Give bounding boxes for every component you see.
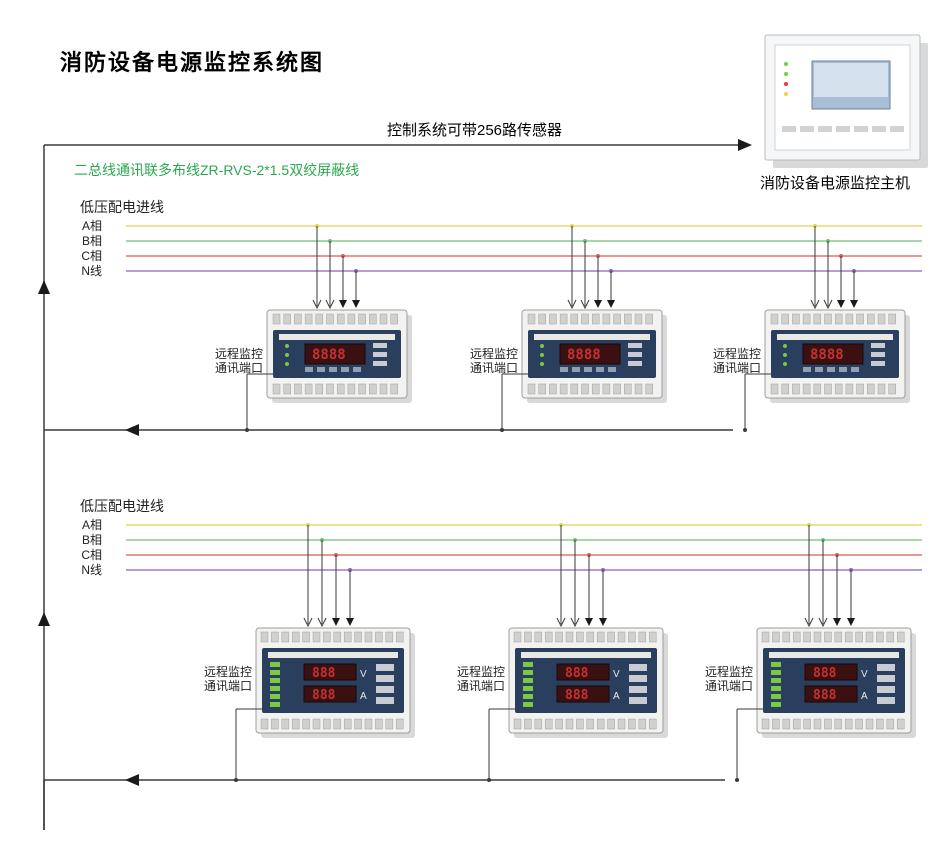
phase-label: A相 (82, 518, 102, 532)
phase-label: C相 (81, 249, 102, 263)
device: 8888 远程监控通讯端口 (215, 224, 412, 432)
svg-text:A: A (613, 691, 620, 702)
device-note: 远程监控 (215, 346, 263, 361)
phase-label: A相 (82, 219, 102, 233)
host-panel (765, 35, 928, 168)
svg-text:888: 888 (312, 688, 336, 703)
svg-text:8888: 8888 (312, 347, 346, 363)
host-buttons (782, 126, 904, 132)
group-header: 低压配电进线 (80, 199, 164, 215)
svg-text:888: 888 (565, 666, 589, 681)
device-note: 通讯端口 (470, 361, 518, 375)
group-header: 低压配电进线 (80, 498, 164, 514)
svg-text:888: 888 (565, 688, 589, 703)
svg-text:V: V (360, 669, 367, 680)
svg-text:8888: 8888 (810, 347, 844, 363)
bus-label: 二总线通讯联多布线ZR-RVS-2*1.5双绞屏蔽线 (74, 162, 359, 178)
page-title: 消防设备电源监控系统图 (60, 50, 324, 75)
phase-label: C相 (81, 548, 102, 562)
svg-text:V: V (613, 669, 620, 680)
device-note: 远程监控 (457, 664, 505, 679)
device: 888 V 888 A 远程监控通讯端口 (457, 523, 668, 782)
phase-label: N线 (81, 563, 102, 577)
device: 888 V 888 A 远程监控通讯端口 (705, 523, 916, 782)
svg-text:888: 888 (813, 688, 837, 703)
device-note: 远程监控 (204, 664, 252, 679)
group-0: 低压配电进线A相B相C相N线8888远程监控通讯端口8888远程监控通讯端口88… (38, 199, 922, 436)
svg-text:A: A (360, 691, 367, 702)
group-container: 低压配电进线A相B相C相N线8888远程监控通讯端口8888远程监控通讯端口88… (38, 199, 922, 786)
device: 8888 远程监控通讯端口 (470, 224, 667, 432)
top-label: 控制系统可带256路传感器 (387, 122, 562, 139)
phase-label: N线 (81, 264, 102, 278)
device-note: 通讯端口 (705, 679, 753, 693)
host-label: 消防设备电源监控主机 (760, 175, 910, 192)
device-note: 通讯端口 (457, 679, 505, 693)
device: 888 V 888 A 远程监控通讯端口 (204, 523, 415, 782)
svg-text:8888: 8888 (567, 347, 601, 363)
device-note: 通讯端口 (204, 679, 252, 693)
phase-label: B相 (82, 234, 102, 248)
device-note: 远程监控 (705, 664, 753, 679)
phase-label: B相 (82, 533, 102, 547)
device-note: 远程监控 (713, 346, 761, 361)
svg-text:V: V (861, 669, 868, 680)
device-note: 通讯端口 (713, 361, 761, 375)
svg-text:888: 888 (813, 666, 837, 681)
device: 8888 远程监控通讯端口 (713, 224, 910, 432)
device-note: 通讯端口 (215, 361, 263, 375)
svg-text:888: 888 (312, 666, 336, 681)
svg-text:A: A (861, 691, 868, 702)
device-note: 远程监控 (470, 346, 518, 361)
diagram-canvas: 消防设备电源监控系统图 控制系统可带256路传感器 二总线通讯联多布线ZR-RV… (0, 0, 946, 854)
group-1: 低压配电进线A相B相C相N线888V888A远程监控通讯端口888V888A远程… (38, 498, 922, 786)
